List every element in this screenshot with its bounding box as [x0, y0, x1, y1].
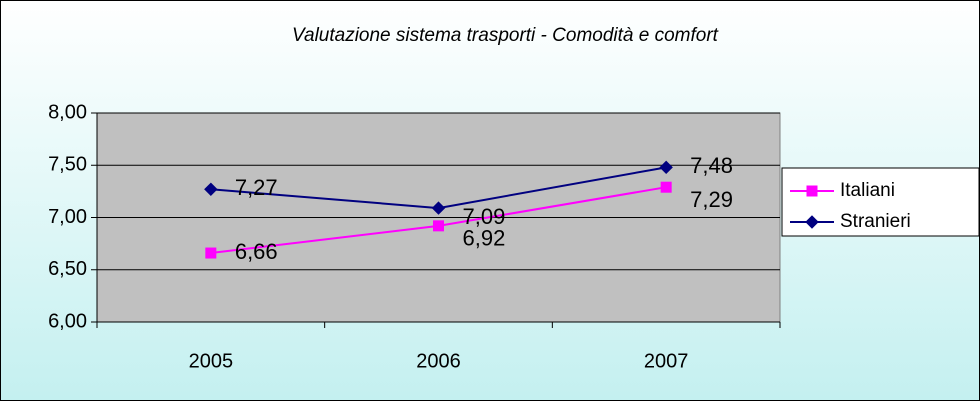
data-label: 7,29	[690, 187, 733, 212]
legend-label: Italiani	[840, 180, 895, 201]
y-tick-label: 6,00	[48, 310, 87, 332]
marker	[431, 201, 446, 215]
y-tick-label: 8,00	[48, 101, 87, 123]
marker	[659, 160, 673, 175]
marker	[204, 182, 218, 196]
data-label: 6,92	[463, 226, 506, 251]
data-label: 7,27	[235, 175, 278, 200]
marker	[806, 185, 818, 197]
x-tick-label: 2007	[644, 350, 689, 372]
marker	[433, 220, 444, 232]
marker	[205, 247, 217, 259]
x-tick-label: 2006	[416, 350, 461, 372]
y-tick-label: 6,50	[48, 258, 87, 280]
x-tick-label: 2005	[189, 350, 234, 372]
legend-label: Stranieri	[840, 211, 911, 232]
data-label: 7,09	[463, 204, 506, 229]
data-label: 7,48	[690, 153, 733, 178]
marker	[805, 215, 819, 229]
chart-title: Valutazione sistema trasporti - Comodità…	[292, 25, 719, 46]
y-tick-label: 7,50	[48, 154, 87, 176]
data-label: 6,66	[235, 239, 278, 264]
marker	[660, 181, 672, 193]
y-tick-label: 7,00	[48, 206, 87, 228]
